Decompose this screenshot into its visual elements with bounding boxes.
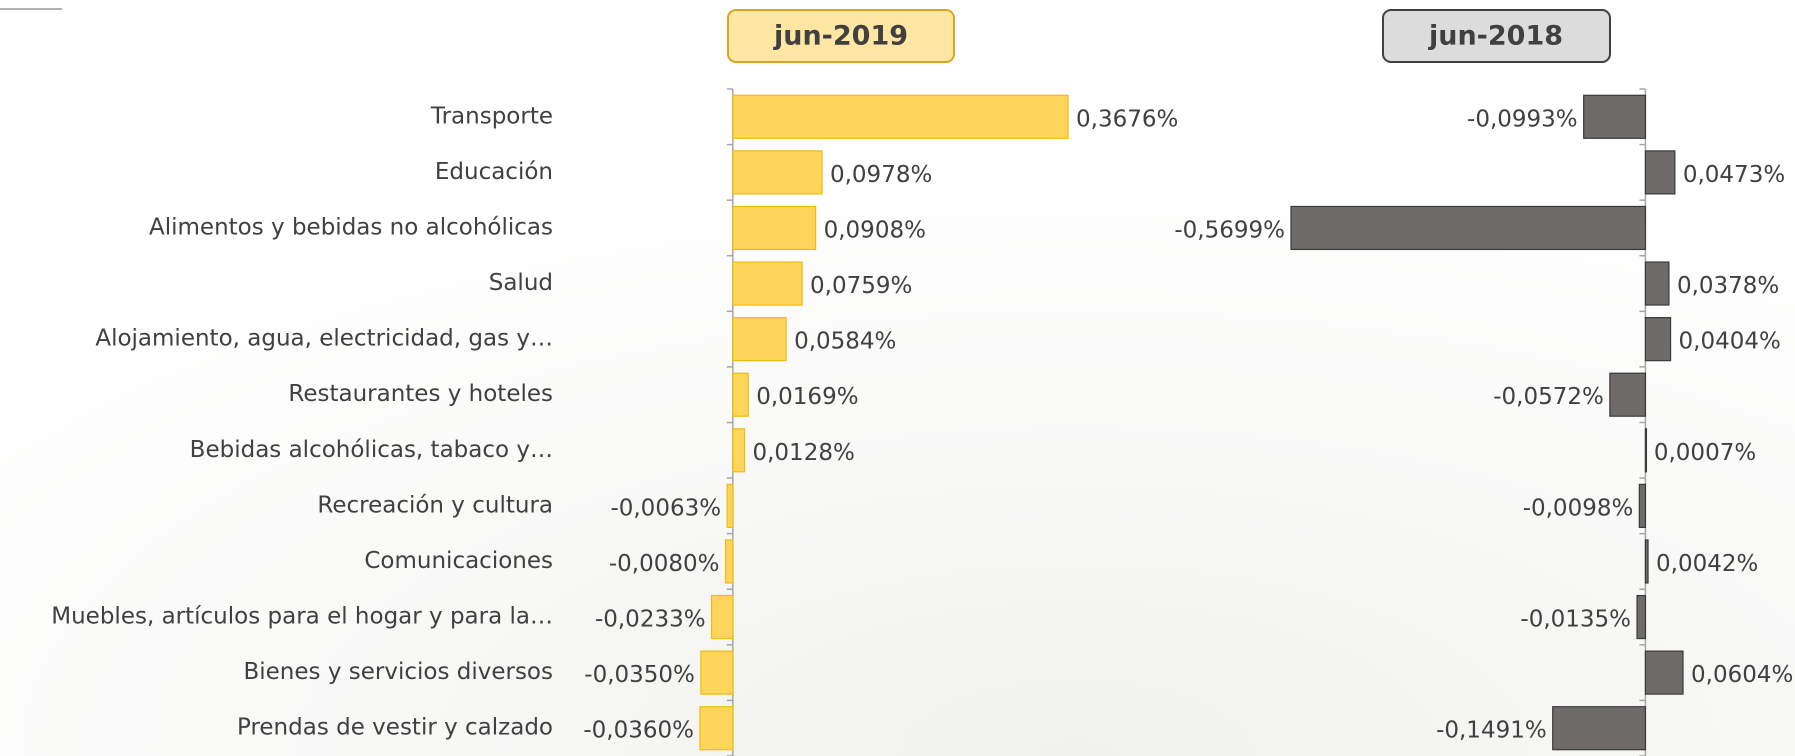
bar xyxy=(1644,428,1648,473)
category-label: Educación xyxy=(435,159,553,185)
bar xyxy=(1638,483,1647,528)
value-label: 0,0908% xyxy=(824,217,926,243)
value-label: -0,0098% xyxy=(1523,495,1634,521)
value-label: 0,0404% xyxy=(1679,329,1781,355)
bar xyxy=(1636,594,1647,640)
value-label: 0,0378% xyxy=(1677,273,1779,299)
bar xyxy=(732,372,749,417)
value-label: -0,0080% xyxy=(609,551,720,577)
value-label: 0,0584% xyxy=(794,329,896,355)
value-label: 0,0759% xyxy=(810,273,912,299)
category-label: Prendas de vestir y calzado xyxy=(237,715,553,741)
value-label: 0,0128% xyxy=(752,440,854,466)
bar xyxy=(732,261,803,306)
bar xyxy=(732,205,817,251)
bar xyxy=(1609,372,1647,417)
value-label: -0,0572% xyxy=(1493,384,1604,410)
bar xyxy=(726,483,734,528)
category-label: Bienes y servicios diversos xyxy=(243,659,553,685)
value-label: 0,0169% xyxy=(756,384,858,410)
bar xyxy=(1644,650,1684,695)
category-label: Alimentos y bebidas no alcohólicas xyxy=(149,214,553,240)
bar xyxy=(700,650,734,695)
value-label: 0,0042% xyxy=(1656,551,1758,577)
category-label: Salud xyxy=(489,270,553,296)
value-label: -0,0360% xyxy=(583,718,694,744)
value-label: 0,0604% xyxy=(1691,662,1793,688)
bar xyxy=(699,706,734,751)
value-label: 0,0978% xyxy=(830,162,932,188)
category-label: Recreación y cultura xyxy=(317,492,553,518)
category-label: Bebidas alcohólicas, tabaco y… xyxy=(190,437,553,463)
value-label: -0,0063% xyxy=(610,495,721,521)
panel-title: jun-2019 xyxy=(773,21,908,52)
panel-header xyxy=(727,9,955,63)
bar xyxy=(1644,150,1676,195)
category-label: Transporte xyxy=(430,103,553,129)
category-label: Restaurantes y hoteles xyxy=(288,381,553,407)
bar xyxy=(732,94,1069,139)
bar xyxy=(1583,94,1647,139)
bar xyxy=(732,317,787,362)
value-label: -0,1491% xyxy=(1436,718,1547,744)
bar xyxy=(1644,539,1649,584)
bar xyxy=(724,539,734,584)
category-label: Muebles, artículos para el hogar y para … xyxy=(51,604,553,630)
panel-header xyxy=(1382,9,1611,63)
value-label: 0,0007% xyxy=(1654,440,1756,466)
value-label: 0,3676% xyxy=(1076,106,1178,132)
category-label: Comunicaciones xyxy=(364,548,553,574)
value-label: -0,0350% xyxy=(584,662,695,688)
bar xyxy=(1644,317,1672,362)
bar xyxy=(1552,706,1647,751)
panel-title: jun-2018 xyxy=(1428,21,1563,52)
bar xyxy=(1290,205,1647,251)
bar xyxy=(710,594,734,640)
value-label: -0,5699% xyxy=(1174,217,1285,243)
value-label: -0,0135% xyxy=(1520,607,1631,633)
value-label: -0,0993% xyxy=(1467,106,1578,132)
category-label: Alojamiento, agua, electricidad, gas y… xyxy=(95,326,553,352)
bar xyxy=(732,428,746,473)
value-label: -0,0233% xyxy=(595,607,706,633)
bar xyxy=(732,150,823,195)
value-label: 0,0473% xyxy=(1683,162,1785,188)
bar xyxy=(1644,261,1670,306)
